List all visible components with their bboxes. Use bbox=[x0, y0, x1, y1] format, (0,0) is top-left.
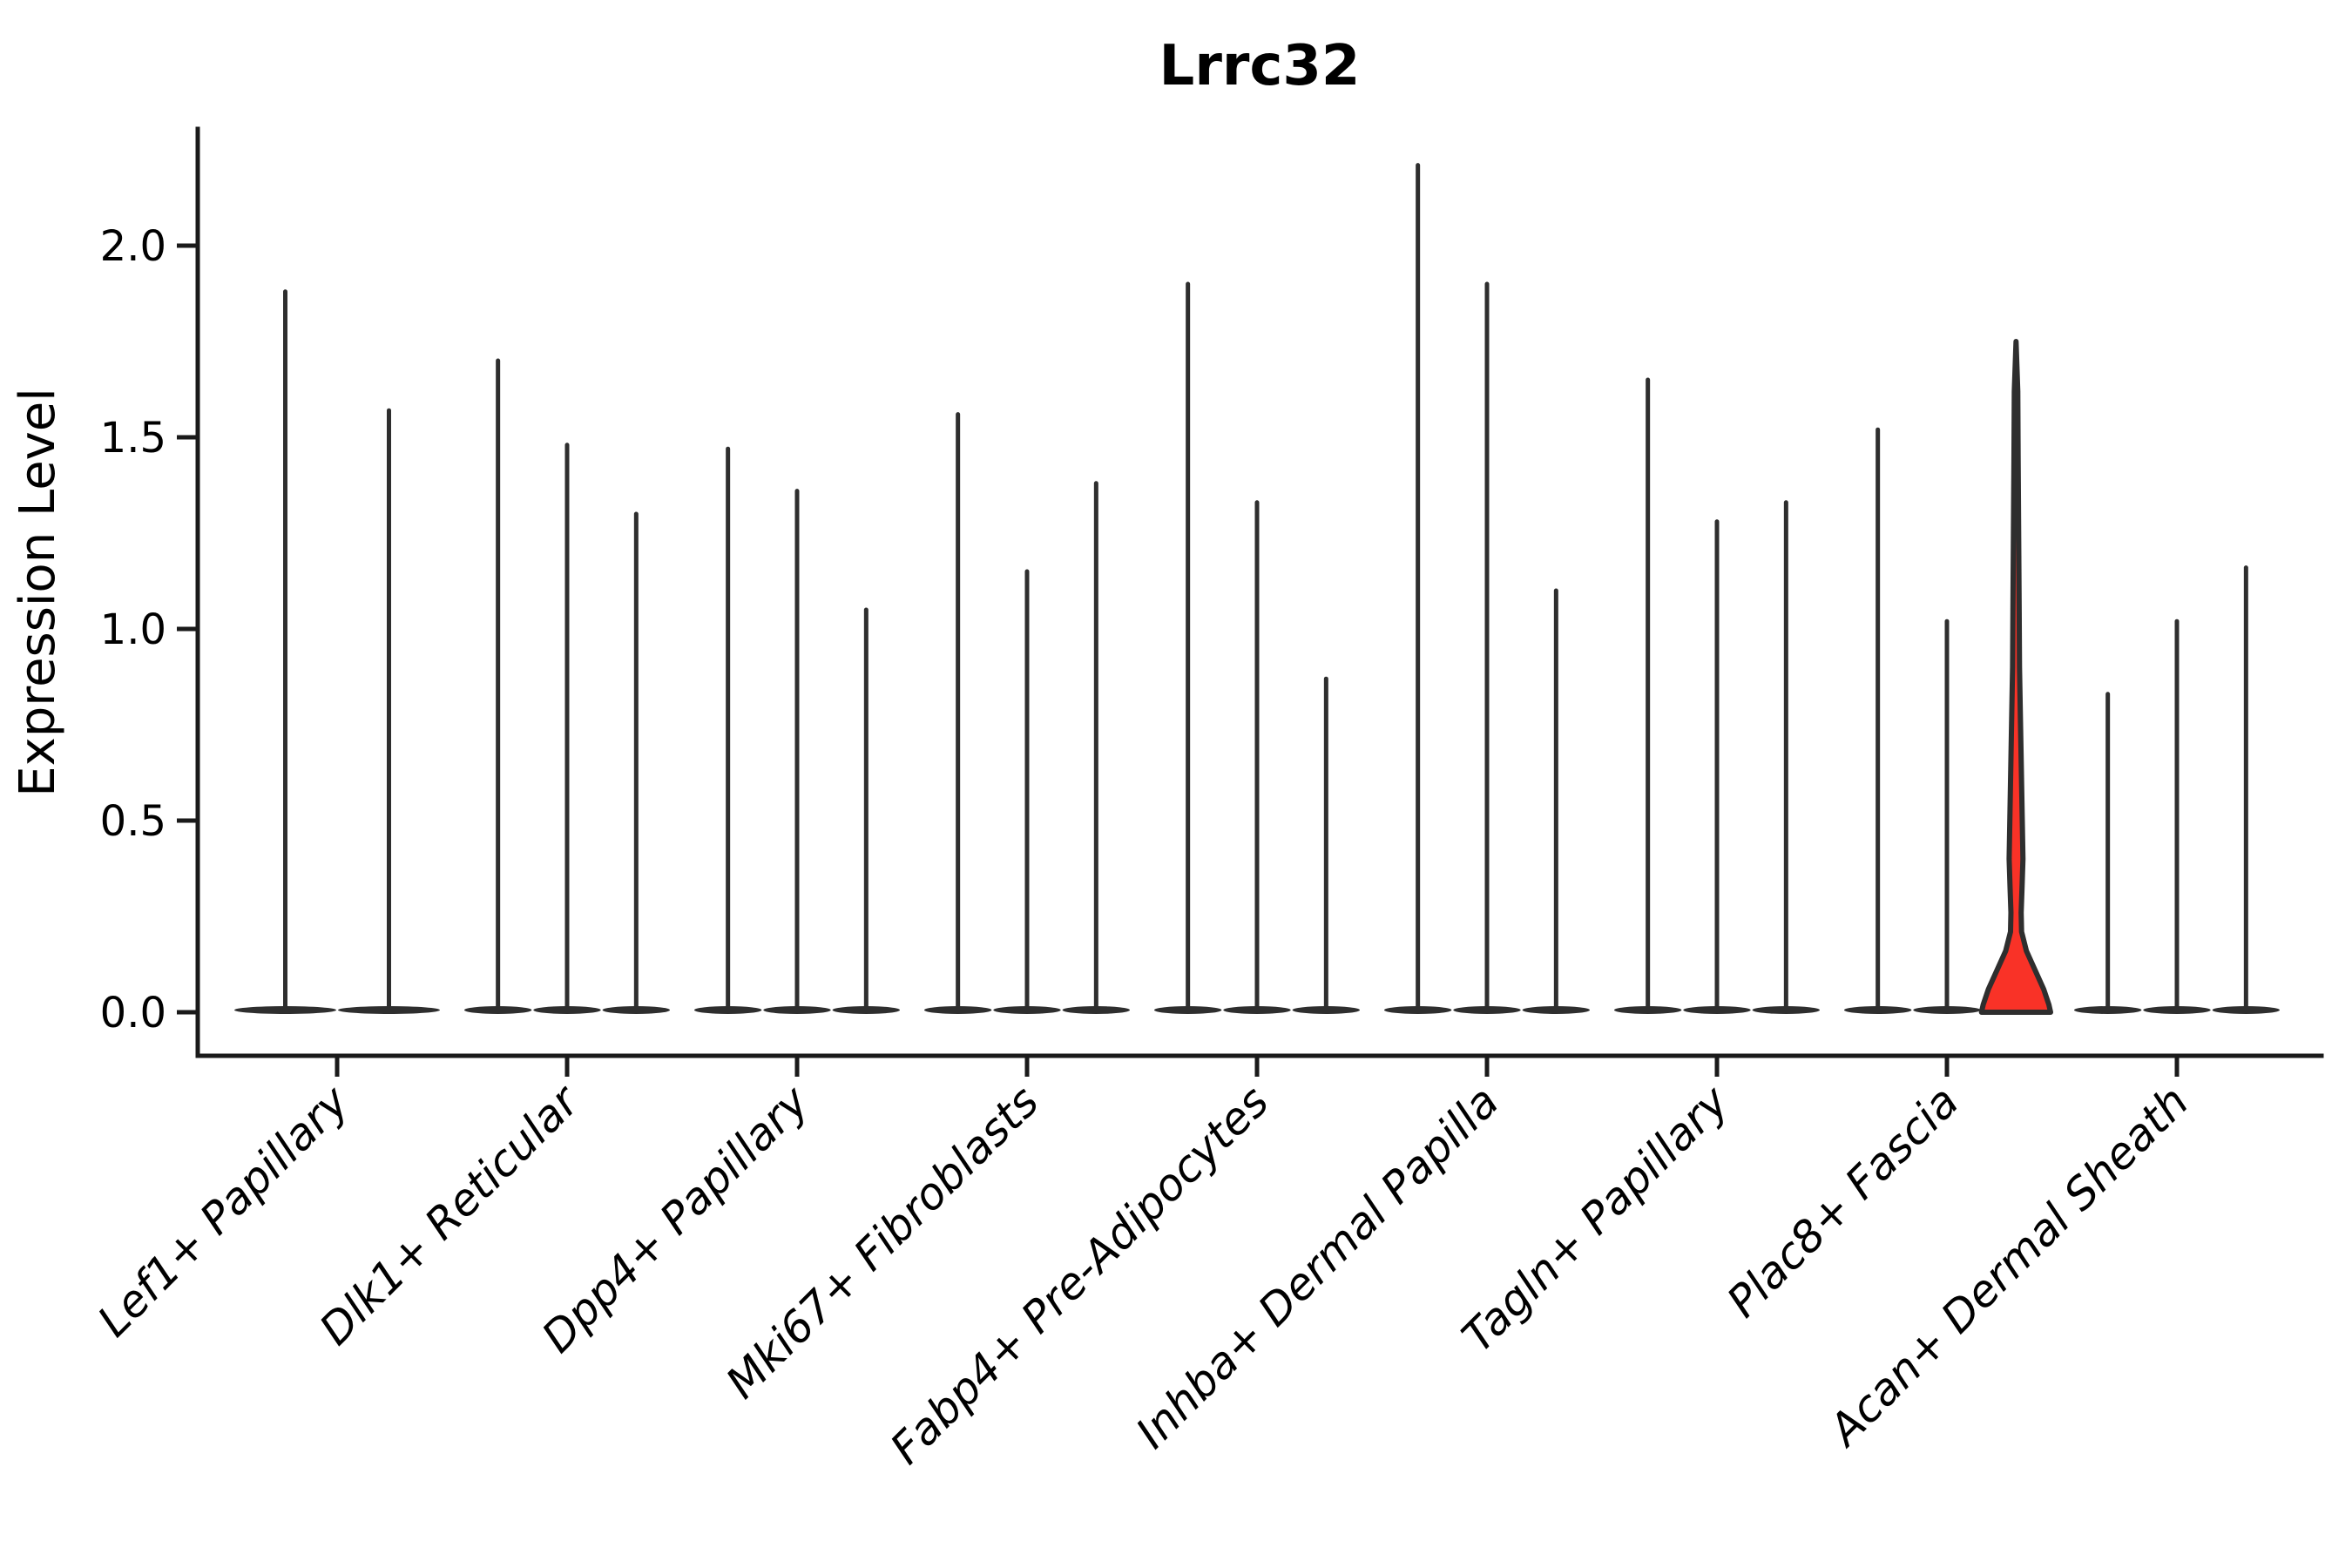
violin-base bbox=[1522, 1006, 1591, 1014]
violin-base bbox=[1154, 1006, 1222, 1014]
x-tick-label: Lef1+ Papillary bbox=[88, 1075, 359, 1346]
violin-group-container bbox=[234, 163, 2280, 1015]
violin-base bbox=[1844, 1006, 1912, 1014]
violin-base bbox=[602, 1006, 670, 1014]
violin-base bbox=[1292, 1006, 1361, 1014]
violin-category-group bbox=[1614, 377, 1820, 1014]
highlighted-violin bbox=[1978, 339, 2053, 1015]
y-tick-label: 0.5 bbox=[100, 797, 166, 846]
violin-category-group bbox=[1844, 339, 2053, 1015]
violin-base bbox=[694, 1006, 762, 1014]
violin-base bbox=[2212, 1006, 2280, 1014]
y-tick-label: 0.0 bbox=[100, 989, 166, 1037]
x-tick-label: Fabp4+ Pre-Adipocytes bbox=[881, 1076, 1279, 1474]
violin-category-group bbox=[234, 289, 440, 1014]
y-tick-label: 2.0 bbox=[100, 222, 166, 271]
violin-base bbox=[464, 1006, 532, 1014]
violin-base bbox=[1384, 1006, 1452, 1014]
x-tick-label: Inhba+ Dermal Papilla bbox=[1126, 1076, 1508, 1457]
violin-category-group bbox=[464, 358, 670, 1014]
chart-title: Lrrc32 bbox=[1159, 34, 1361, 98]
x-tick-label: Plac8+ Fascia bbox=[1718, 1076, 1969, 1327]
violin-category-group bbox=[1154, 281, 1361, 1014]
violin-base bbox=[1062, 1006, 1131, 1014]
y-axis-label: Expression Level bbox=[10, 388, 66, 797]
violin-category-group bbox=[1384, 163, 1591, 1014]
violin-category-group bbox=[694, 446, 900, 1014]
violin-base bbox=[2074, 1006, 2142, 1014]
violin-category-group bbox=[2074, 565, 2280, 1014]
violin-base bbox=[924, 1006, 992, 1014]
y-tick-label: 1.0 bbox=[100, 605, 166, 654]
y-tick-label: 1.5 bbox=[100, 414, 166, 463]
violin-category-group bbox=[924, 412, 1131, 1014]
violin-base bbox=[1614, 1006, 1682, 1014]
